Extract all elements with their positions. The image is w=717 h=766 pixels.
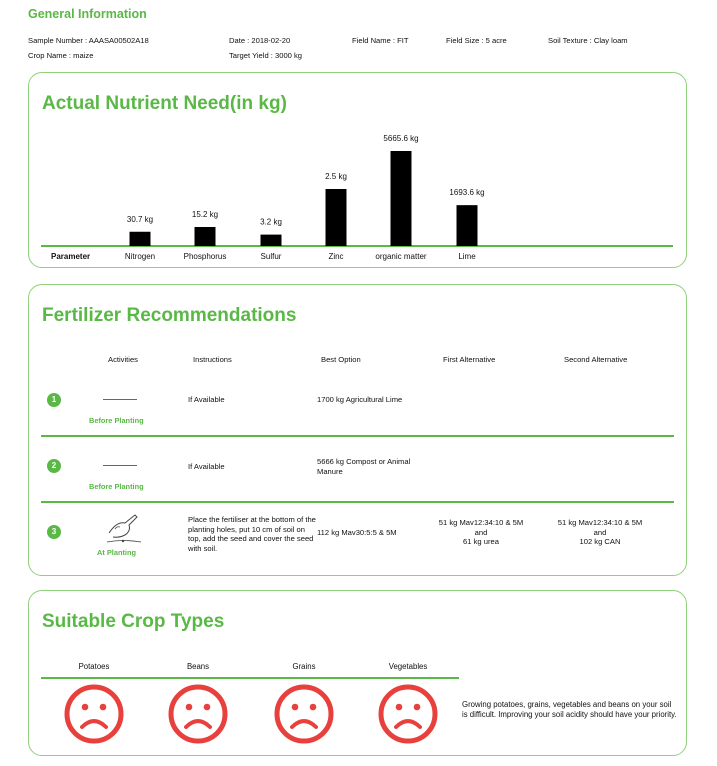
header-activities: Activities xyxy=(108,355,138,364)
instruction-cell: Place the fertiliser at the bottom of th… xyxy=(188,515,316,553)
nutrient-chart: Parameter 30.7 kg Nitrogen 15.2 kg Phosphoru… xyxy=(41,134,673,261)
tick-label: Nitrogen xyxy=(125,252,155,261)
soil-texture: Soil Texture : Clay loam xyxy=(548,36,628,45)
target-yield: Target Yield : 3000 kg xyxy=(229,51,303,60)
instruction-cell: If Available xyxy=(188,395,225,404)
first-alt-line: 61 kg urea xyxy=(463,537,499,546)
row-divider xyxy=(41,501,674,503)
first-alt-line: 51 kg Mav12:34:10 & 5M xyxy=(438,518,524,527)
bar-lime xyxy=(456,205,478,246)
data-label: 1693.6 kg xyxy=(449,188,484,197)
bar-organic-matter xyxy=(390,151,412,246)
row-number-badge: 2 xyxy=(47,459,61,473)
date: Date : 2018-02-20 xyxy=(229,36,291,45)
header-second-alternative: Second Alternative xyxy=(564,355,628,364)
data-label: 30.7 kg xyxy=(127,215,153,224)
tick-label: Lime xyxy=(458,252,476,261)
second-alt-line: 102 kg CAN xyxy=(579,537,621,546)
field-size: Field Size : 5 acre xyxy=(446,36,507,45)
second-alt-line: 51 kg Mav12:34:10 & 5M xyxy=(557,518,643,527)
instruction-cell: If Available xyxy=(188,462,225,471)
sample-number: Sample Number : AAASA00502A18 xyxy=(28,36,149,45)
best-option-cell: 1700 kg Agricultural Lime xyxy=(317,395,403,404)
bar-zinc xyxy=(325,189,347,246)
first-alt-line: and xyxy=(474,527,488,537)
bar-nitrogen xyxy=(129,231,151,246)
crop-label-grains: Grains xyxy=(292,662,316,671)
nutrient-card: Actual Nutrient Need(in kg) Parameter 30.… xyxy=(28,72,687,268)
crop-label-vegetables: Vegetables xyxy=(388,662,428,671)
bar-sulfur xyxy=(260,234,282,246)
fertilizer-card: Fertilizer Recommendations Activities In… xyxy=(28,284,687,576)
field-name: Field Name : FIT xyxy=(352,36,409,45)
tick-label: Sulfur xyxy=(261,252,282,261)
sad-face-icon xyxy=(64,684,124,744)
row-number-badge: 3 xyxy=(47,525,61,539)
header-best-option: Best Option xyxy=(321,355,361,364)
dash-icon xyxy=(103,465,137,466)
crops-card: Suitable Crop Types Potatoes Beans Grain… xyxy=(28,590,687,756)
stage-label: Before Planting xyxy=(89,416,144,425)
row-divider xyxy=(41,435,674,437)
dash-icon xyxy=(103,399,137,400)
data-label: 15.2 kg xyxy=(192,210,218,219)
header-first-alternative: First Alternative xyxy=(443,355,496,364)
data-label: 5665.6 kg xyxy=(383,134,418,143)
axis-label-parameter: Parameter xyxy=(51,252,90,261)
sad-face-icon xyxy=(168,684,228,744)
crops-title: Suitable Crop Types xyxy=(42,611,225,632)
bar-phosphorus xyxy=(194,227,216,246)
data-label: 2.5 kg xyxy=(325,172,347,181)
second-alternative-cell: 51 kg Mav12:34:10 & 5M and 102 kg CAN xyxy=(550,518,650,547)
best-option-cell: 5666 kg Compost or Animal Manure xyxy=(317,457,411,476)
tick-label: Phosphorus xyxy=(184,252,227,261)
fertilizer-title: Fertilizer Recommendations xyxy=(42,305,297,326)
sad-face-icon xyxy=(378,684,438,744)
first-alternative-cell: 51 kg Mav12:34:10 & 5M and 61 kg urea xyxy=(431,518,531,547)
nutrient-title: Actual Nutrient Need(in kg) xyxy=(42,93,287,114)
crop-label-beans: Beans xyxy=(186,662,210,671)
header-instructions: Instructions xyxy=(193,355,232,364)
crop-label-potatoes: Potatoes xyxy=(78,662,110,671)
second-alt-line: and xyxy=(593,527,607,537)
tick-label: organic matter xyxy=(375,252,426,261)
sad-face-icon xyxy=(274,684,334,744)
stage-label: Before Planting xyxy=(89,482,144,491)
planting-hand-icon xyxy=(106,514,142,543)
general-info-title: General Information xyxy=(28,7,147,21)
best-option-cell: 112 kg Mav30:5:5 & 5M xyxy=(317,528,397,537)
data-label: 3.2 kg xyxy=(260,218,282,227)
crop-advice-text: Growing potatoes, grains, vegetables and… xyxy=(462,700,677,719)
stage-label: At Planting xyxy=(97,548,137,557)
crop-name: Crop Name : maize xyxy=(28,51,94,60)
tick-label: Zinc xyxy=(328,252,343,261)
row-number-badge: 1 xyxy=(47,393,61,407)
crop-divider xyxy=(41,677,459,679)
